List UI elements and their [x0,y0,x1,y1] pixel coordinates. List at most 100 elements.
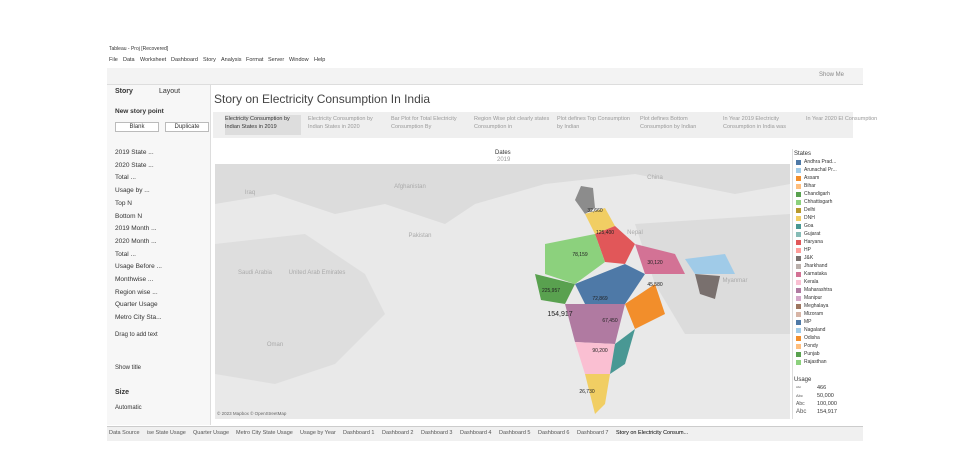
story-point[interactable]: Bar Plot for Total Electricity Consumpti… [391,116,457,130]
menu-item[interactable]: Window [289,57,309,63]
legend-item[interactable]: Haryana [804,239,823,245]
toolbar [107,68,863,85]
button[interactable]: Blank [115,122,159,132]
legend-item[interactable]: MP [804,319,812,325]
legend-item[interactable]: Punjab [804,351,820,357]
value-label: 30,120 [647,260,663,266]
legend-item[interactable]: Gujarat [804,231,821,237]
legend-item[interactable]: Karnataka [804,271,827,277]
legend-swatch [796,336,801,341]
sheet-tab[interactable]: Quarter Usage [193,430,230,436]
sheet-tab[interactable]: Dashboard 5 [499,430,531,436]
legend-item[interactable]: Delhi [804,207,816,213]
sheet-tab[interactable]: Data Source [109,430,140,436]
legend-item[interactable]: Andhra Prad... [804,159,837,165]
legend-item[interactable]: Bihar [804,183,816,189]
sheet-tab[interactable]: Dashboard 7 [577,430,609,436]
sheet-tab[interactable]: Dashboard 1 [343,430,375,436]
sheet-tab[interactable]: ise State Usage [147,430,186,436]
sheet-item[interactable]: Total ... [115,250,136,258]
legend-item[interactable]: Goa [804,223,814,229]
sheet-item[interactable]: Usage by ... [115,187,150,195]
legend-title: States [794,151,812,157]
menu-item[interactable]: Dashboard [171,57,198,63]
legend-item[interactable]: Meghalaya [804,303,829,309]
menu-item[interactable]: Server [268,57,285,63]
show-title[interactable]: Show title [115,365,142,371]
menu-item[interactable]: Help [314,57,326,63]
legend-item[interactable]: Chhattisgarh [804,199,833,205]
legend-item[interactable]: Assam [804,175,820,181]
menu-item[interactable]: Format [246,57,264,63]
menu-item[interactable]: Story [203,57,216,63]
story-point[interactable]: In Year 2019 Electricity Consumption in … [723,116,786,130]
region [685,254,735,274]
story-point[interactable]: Region Wise plot clearly states Consumpt… [474,116,550,130]
sheet-tab[interactable]: Dashboard 4 [460,430,492,436]
story-point[interactable]: In Year 2020 El Consumption [806,116,878,122]
story-point[interactable]: Plot defines Bottom Consumption by India… [640,116,697,130]
legend-item[interactable]: Arunachal Pr... [804,167,837,173]
legend-swatch [796,200,801,205]
button[interactable]: Duplicate [165,122,209,132]
legend-item[interactable]: Odisha [804,335,820,341]
legend-item[interactable]: Kerala [804,279,819,285]
menu-item[interactable]: File [109,57,118,63]
value-label: 90,200 [592,348,608,354]
region [635,244,685,274]
legend-swatch [796,280,801,285]
sheet-item[interactable]: Total ... [115,174,136,182]
legend-item[interactable]: Chandigarh [804,191,830,197]
menu-item[interactable]: Worksheet [140,57,167,63]
story-point[interactable]: Plot defines Top Consumption by Indian [557,116,630,130]
sidebar-tab[interactable]: Story [115,88,133,95]
sheet-item[interactable]: Quarter Usage [115,301,158,309]
region [585,208,615,234]
legend-item[interactable]: Jharkhand [804,263,828,269]
sheet-item[interactable]: 2020 State ... [115,161,154,169]
map: Iraq Afghanistan Pakistan Saudi Arabia Unite… [215,164,790,419]
value-label: 154,917 [547,311,572,318]
sheet-tab[interactable]: Metro City State Usage [236,430,293,436]
sheet-tab[interactable]: Dashboard 2 [382,430,414,436]
legend-item[interactable]: Mizoram [804,311,824,317]
sheet-item[interactable]: Top N [115,199,132,207]
sheet-tab[interactable]: Story on Electricity Consum... [616,430,689,436]
land [215,234,385,384]
sheet-tab[interactable]: Usage by Year [300,430,336,436]
legend-swatch [796,256,801,261]
sheet-item[interactable]: Metro City Sta... [115,314,162,322]
value-label: 225,957 [542,288,560,294]
legend-item[interactable]: Rajasthan [804,359,827,365]
legend-item[interactable]: Manipur [804,295,823,301]
window-title: Tableau - Proj [Recovered] [109,46,169,52]
sheet-tab[interactable]: Dashboard 6 [538,430,570,436]
sidebar-tab[interactable]: Layout [159,88,181,95]
sheet-item[interactable]: Monthwise ... [115,276,154,283]
tableau-window: Iraq Afghanistan Pakistan Saudi Arabia Unite… [107,44,877,449]
story-nav [213,112,853,138]
sheet-item[interactable]: Usage Before ... [115,263,162,271]
menu-item[interactable]: Data [123,57,135,63]
legend-item[interactable]: Pondy [804,343,819,349]
sheet-item[interactable]: 2019 State ... [115,149,154,156]
sheet-item[interactable]: 2019 Month ... [115,225,157,233]
legend-item[interactable]: Nagaland [804,327,826,333]
show-me[interactable]: Show Me [819,72,845,78]
sheet-tab[interactable]: Dashboard 3 [421,430,453,436]
new-story-point: New story point [115,108,164,115]
sheet-item[interactable]: Region wise ... [115,288,158,296]
value-label: 32,660 [587,208,603,214]
sheet-item[interactable]: Bottom N [115,212,143,220]
region [575,342,615,374]
story-point[interactable]: Electricity Consumption by Indian States… [225,115,301,135]
legend-item[interactable]: DNH [804,215,815,221]
land [215,164,790,224]
sheet-item[interactable]: 2020 Month ... [115,237,157,245]
story-point[interactable]: Electricity Consumption by Indian States… [308,116,373,130]
legend-item[interactable]: Maharashtra [804,287,833,293]
legend-item[interactable]: J&K [804,255,814,261]
legend-item[interactable]: HP [804,247,811,253]
menu-item[interactable]: Analysis [221,57,242,63]
legend-swatch [796,248,801,253]
